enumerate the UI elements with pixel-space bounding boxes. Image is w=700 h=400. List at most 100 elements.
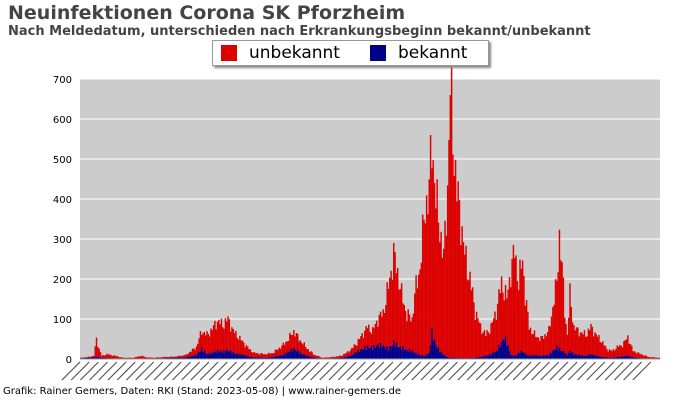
bar-bekannt bbox=[437, 347, 440, 359]
bar-bekannt bbox=[608, 357, 611, 359]
bar-unbekannt bbox=[636, 353, 638, 358]
bar-unbekannt bbox=[136, 356, 139, 359]
bar-unbekannt bbox=[204, 335, 207, 354]
bar-bekannt bbox=[619, 356, 621, 359]
bar-unbekannt bbox=[283, 344, 286, 354]
bar-bekannt bbox=[337, 357, 340, 359]
bar-bekannt bbox=[446, 356, 449, 359]
bar-unbekannt bbox=[244, 347, 246, 356]
bar-unbekannt bbox=[200, 335, 203, 348]
bar-bekannt bbox=[174, 357, 177, 359]
bar-bekannt bbox=[535, 355, 537, 359]
bar-unbekannt bbox=[492, 318, 495, 354]
bar-unbekannt bbox=[243, 342, 245, 355]
bar-bekannt bbox=[386, 346, 388, 359]
bar-bekannt bbox=[595, 356, 598, 359]
bar-bekannt bbox=[519, 353, 521, 359]
bar-bekannt bbox=[495, 350, 498, 359]
bar-bekannt bbox=[190, 356, 192, 359]
bar-unbekannt bbox=[411, 317, 413, 351]
bar-unbekannt bbox=[552, 307, 554, 351]
x-tick-label bbox=[190, 361, 210, 381]
bar-unbekannt bbox=[504, 285, 507, 337]
bar-bekannt bbox=[283, 353, 286, 359]
bar-unbekannt bbox=[191, 348, 194, 356]
bar-bekannt bbox=[193, 356, 195, 359]
bar-unbekannt bbox=[143, 356, 145, 359]
x-tick-label bbox=[236, 361, 256, 381]
footer-credit: Grafik: Rainer Gemers, Daten: RKI (Stand… bbox=[3, 386, 401, 397]
x-tick-label bbox=[512, 361, 532, 381]
bar-bekannt bbox=[297, 349, 299, 359]
bar-unbekannt bbox=[207, 333, 210, 354]
bar-unbekannt bbox=[421, 214, 424, 355]
bar-unbekannt bbox=[269, 353, 271, 358]
bar-unbekannt bbox=[496, 303, 499, 351]
bar-bekannt bbox=[375, 345, 378, 359]
bar-bekannt bbox=[477, 357, 479, 359]
x-tick-label bbox=[402, 361, 422, 381]
x-tick-label bbox=[254, 361, 274, 381]
bar-bekannt bbox=[210, 352, 212, 359]
bar-bekannt bbox=[533, 354, 536, 359]
bar-bekannt bbox=[364, 345, 366, 359]
bar-bekannt bbox=[300, 353, 303, 359]
bar-bekannt bbox=[419, 355, 421, 359]
bar-unbekannt bbox=[402, 303, 404, 347]
bar-unbekannt bbox=[617, 346, 620, 358]
bar-bekannt bbox=[536, 354, 538, 359]
bar-unbekannt bbox=[398, 289, 400, 348]
bar-unbekannt bbox=[467, 280, 470, 359]
bar-bekannt bbox=[247, 356, 249, 359]
x-tick-label bbox=[218, 361, 237, 381]
bar-unbekannt bbox=[656, 357, 658, 359]
bar-unbekannt bbox=[310, 351, 312, 357]
bar-bekannt bbox=[393, 340, 395, 359]
legend-item-bekannt: bekannt bbox=[362, 43, 467, 63]
bar-unbekannt bbox=[202, 333, 204, 353]
bar-bekannt bbox=[638, 357, 641, 359]
bar-bekannt bbox=[600, 356, 603, 359]
bar-bekannt bbox=[583, 355, 586, 359]
bar-bekannt bbox=[179, 357, 182, 359]
bar-unbekannt bbox=[299, 340, 302, 352]
bar-unbekannt bbox=[245, 345, 248, 356]
bar-bekannt bbox=[548, 355, 550, 359]
bar-unbekannt bbox=[366, 328, 369, 346]
bar-bekannt bbox=[279, 355, 282, 359]
bar-bekannt bbox=[237, 355, 240, 359]
bar-unbekannt bbox=[590, 323, 592, 355]
bar-bekannt bbox=[374, 347, 377, 359]
bar-bekannt bbox=[293, 347, 295, 359]
bar-unbekannt bbox=[649, 357, 651, 359]
bar-unbekannt bbox=[277, 349, 279, 356]
bar-bekannt bbox=[168, 357, 170, 359]
x-tick-label bbox=[632, 361, 652, 381]
bar-bekannt bbox=[486, 355, 488, 359]
bar-bekannt bbox=[592, 355, 595, 359]
bar-unbekannt bbox=[387, 288, 390, 351]
bar-unbekannt bbox=[262, 354, 265, 358]
bar-unbekannt bbox=[162, 356, 165, 359]
bar-unbekannt bbox=[91, 355, 94, 358]
bar-bekannt bbox=[586, 356, 588, 359]
bar-unbekannt bbox=[197, 343, 199, 353]
bar-unbekannt bbox=[517, 290, 520, 353]
bar-unbekannt bbox=[132, 358, 135, 359]
bar-bekannt bbox=[590, 354, 592, 359]
bar-bekannt bbox=[442, 355, 445, 359]
bar-unbekannt bbox=[506, 298, 508, 347]
x-tick-label bbox=[61, 361, 81, 381]
bar-bekannt bbox=[562, 351, 565, 359]
bar-bekannt bbox=[272, 357, 274, 359]
bar-unbekannt bbox=[456, 201, 458, 358]
bar-unbekannt bbox=[403, 304, 406, 351]
bar-unbekannt bbox=[489, 334, 491, 354]
bar-unbekannt bbox=[658, 357, 661, 359]
bar-unbekannt bbox=[544, 334, 546, 356]
bar-unbekannt bbox=[471, 287, 474, 358]
bar-bekannt bbox=[214, 351, 216, 359]
bar-unbekannt bbox=[141, 355, 144, 359]
bar-bekannt bbox=[541, 356, 544, 359]
bar-unbekannt bbox=[385, 305, 387, 350]
